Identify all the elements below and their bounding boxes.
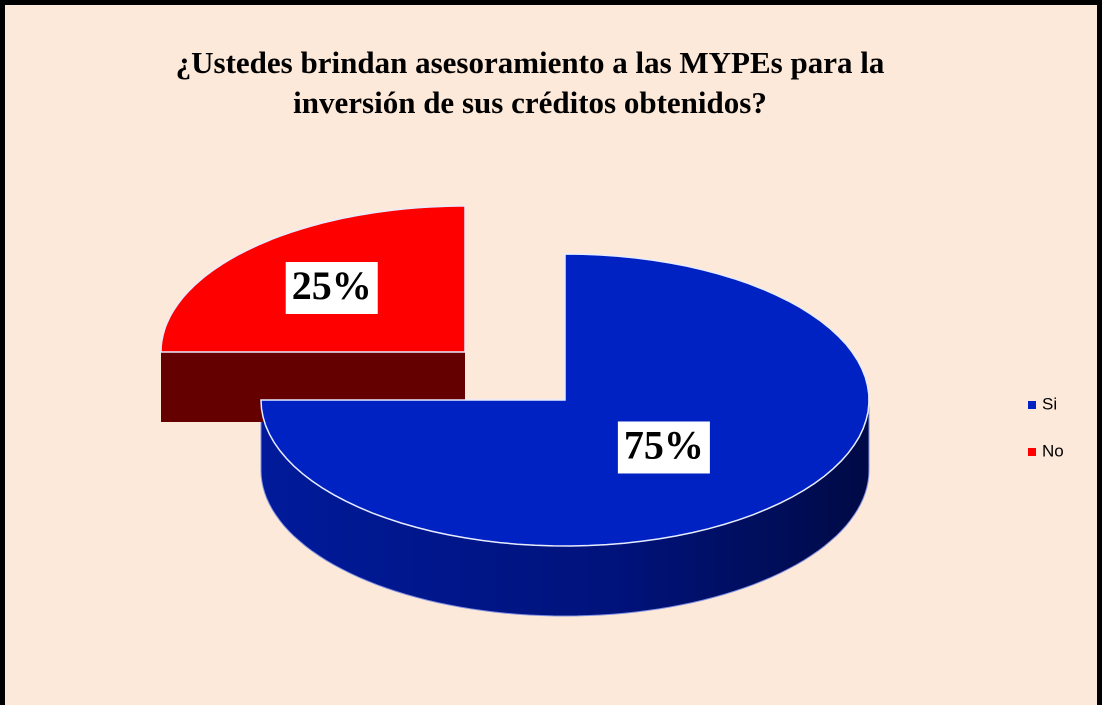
legend-swatch [1028,448,1036,456]
legend-label: No [1042,441,1064,460]
data-label: 75% [624,423,704,468]
legend-swatch [1028,401,1036,409]
data-label: 25% [292,263,372,308]
legend-label: Si [1042,394,1057,413]
data-label-box [285,261,378,314]
slice [260,253,870,547]
chart-title: ¿Ustedes brindan asesoramiento a las MYP… [175,45,885,120]
data-label-box [617,421,710,474]
